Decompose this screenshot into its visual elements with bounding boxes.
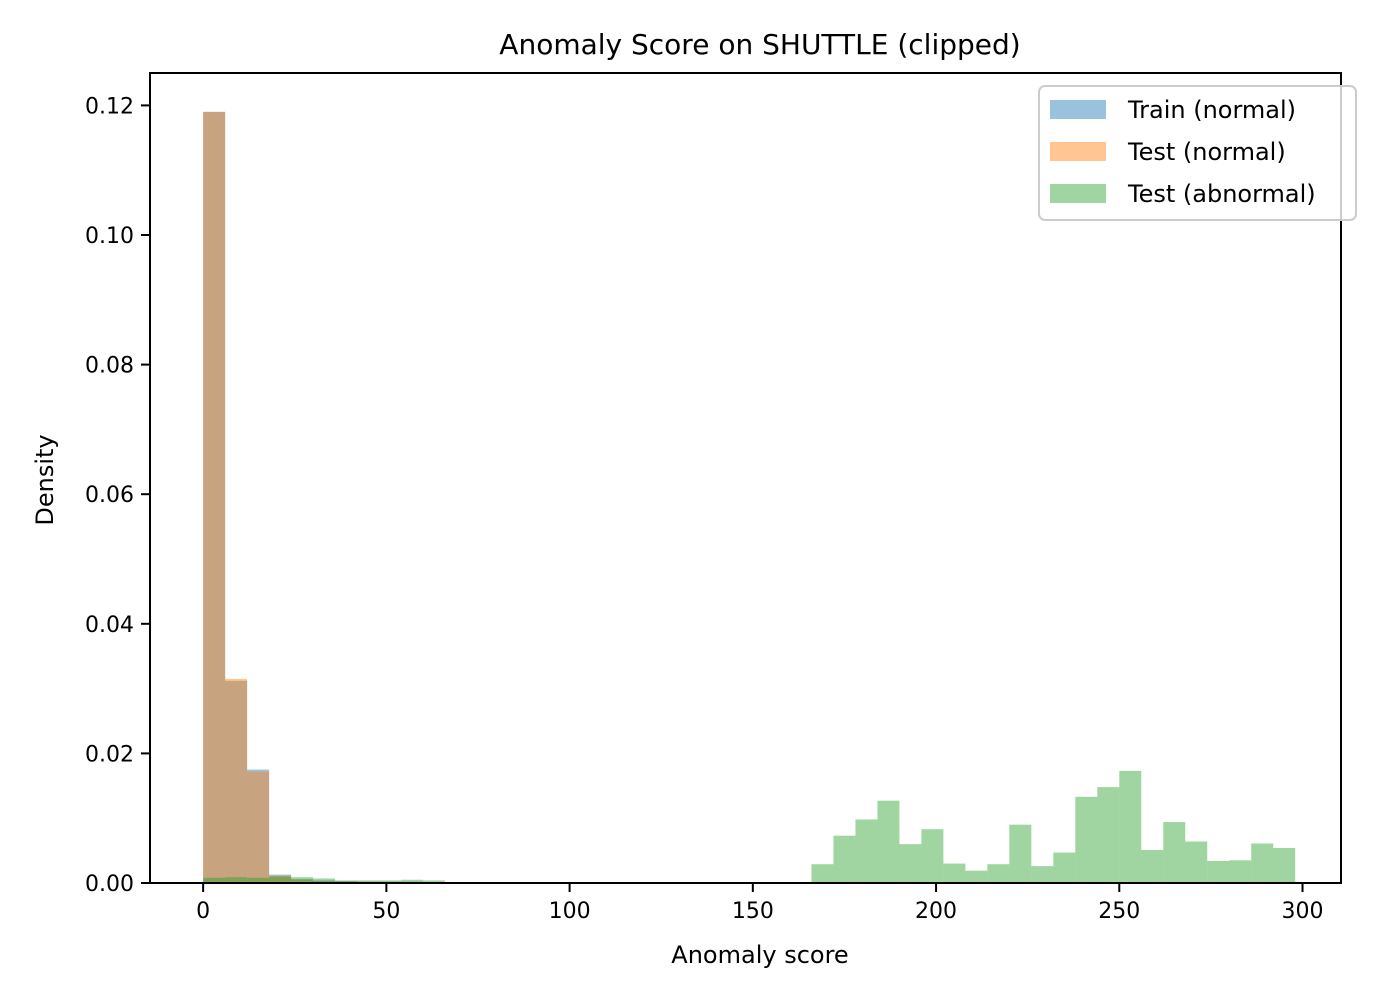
histogram-bar — [335, 880, 358, 883]
histogram-bar — [943, 863, 966, 883]
legend: Train (normal) Test (normal) Test (abnorma… — [1038, 85, 1357, 221]
histogram-bars — [203, 111, 1296, 883]
y-tick-label: 0.00 — [85, 872, 134, 897]
series-1-bars — [203, 111, 446, 883]
legend-box — [1038, 85, 1357, 221]
y-tick-label: 0.08 — [85, 354, 134, 379]
x-axis-ticks: 0 50 100 150 200 250 300 — [196, 883, 1324, 924]
series-2-bars — [203, 770, 1296, 883]
x-tick-label: 250 — [1098, 899, 1140, 924]
histogram-bar — [225, 680, 248, 883]
y-tick-label: 0.10 — [85, 224, 134, 249]
histogram-bar — [965, 870, 988, 883]
histogram-bar — [1075, 796, 1098, 883]
histogram-bar — [877, 800, 900, 883]
histogram-bar — [291, 877, 314, 883]
histogram-bar — [1009, 824, 1032, 883]
histogram-bar — [247, 769, 270, 883]
histogram-bar — [1141, 849, 1164, 883]
plot-area: 0 50 100 150 200 250 300 0.000.020.040.060.080… — [85, 72, 1342, 924]
x-tick-label: 300 — [1282, 899, 1324, 924]
chart-title: Anomaly Score on SHUTTLE (clipped) — [499, 28, 1020, 61]
y-axis-ticks: 0.00 0.02 0.04 0.06 0.08 0.10 0.12 — [85, 94, 150, 897]
histogram-bar — [987, 864, 1010, 883]
y-tick-label: 0.12 — [85, 94, 134, 119]
legend-swatch — [1050, 100, 1106, 119]
y-axis-label: Density — [31, 434, 59, 525]
histogram-bar — [1097, 787, 1120, 883]
legend-swatch — [1050, 184, 1106, 203]
histogram-bar — [269, 874, 292, 883]
histogram-bar — [269, 876, 292, 883]
histogram-bar — [203, 111, 226, 883]
histogram-bar — [247, 877, 270, 883]
histogram-bar — [203, 877, 226, 883]
histogram-bar — [1229, 860, 1252, 883]
histogram-bar — [357, 880, 380, 883]
legend-label: Test (abnormal) — [1127, 180, 1316, 208]
histogram-bar — [1273, 848, 1296, 883]
histogram-bar — [225, 877, 248, 883]
histogram-bar — [203, 111, 226, 883]
histogram-bar — [1053, 852, 1076, 883]
histogram-bar — [899, 844, 922, 883]
series-0-bars — [203, 111, 446, 883]
histogram-bar — [379, 880, 402, 883]
x-tick-label: 200 — [915, 899, 957, 924]
histogram-bar — [313, 880, 336, 883]
y-tick-label: 0.04 — [85, 613, 134, 638]
histogram-bar — [313, 878, 336, 883]
x-tick-label: 50 — [372, 899, 400, 924]
histogram-bar — [247, 771, 270, 883]
histogram-bar — [225, 678, 248, 883]
histogram-bar — [1251, 843, 1274, 883]
histogram-bar — [1185, 841, 1208, 883]
histogram-bar — [401, 879, 424, 883]
histogram-bar — [921, 829, 944, 883]
histogram-bar — [291, 879, 314, 883]
axes-frame — [149, 72, 1342, 884]
histogram-bar — [1207, 860, 1230, 883]
x-tick-label: 100 — [549, 899, 591, 924]
histogram-bar — [1119, 770, 1142, 883]
histogram-bar — [423, 880, 446, 883]
histogram-bar — [1163, 822, 1186, 883]
legend-swatch — [1050, 142, 1106, 161]
histogram-bar — [269, 875, 292, 883]
histogram-bar — [291, 879, 314, 883]
y-tick-label: 0.06 — [85, 483, 134, 508]
histogram-bar — [811, 864, 834, 883]
legend-label: Test (normal) — [1127, 138, 1286, 166]
x-axis-label: Anomaly score — [671, 941, 848, 969]
histogram-bar — [855, 819, 878, 883]
histogram-bar — [833, 835, 856, 883]
histogram-bar — [1031, 866, 1054, 883]
x-tick-label: 150 — [732, 899, 774, 924]
x-tick-label: 0 — [196, 899, 210, 924]
legend-label: Train (normal) — [1127, 96, 1296, 124]
y-tick-label: 0.02 — [85, 742, 134, 767]
